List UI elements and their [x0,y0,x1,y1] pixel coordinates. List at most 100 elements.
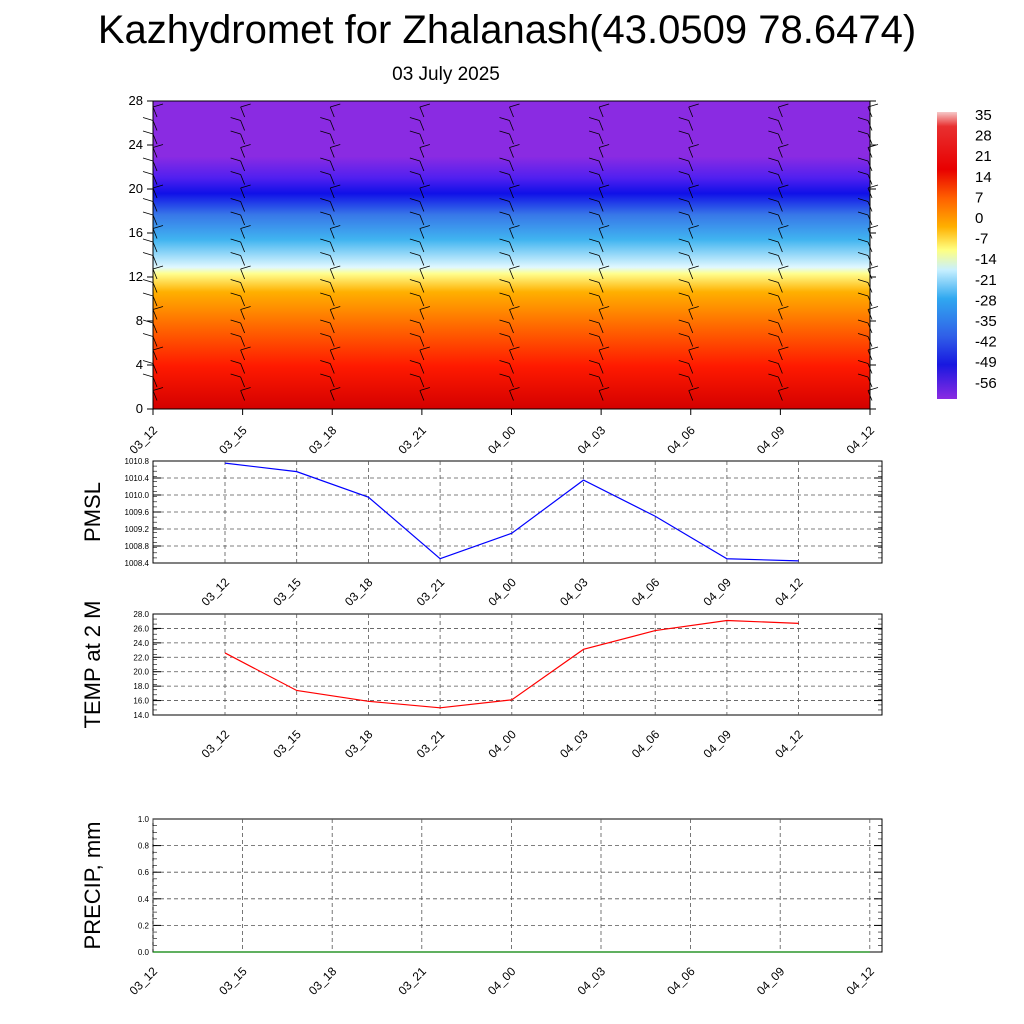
x-tick-label: 03_15 [216,423,250,457]
wind-barb-flag [330,184,341,189]
wind-barb [598,187,604,199]
wind-barb [509,390,514,401]
wind-barb-flag [419,103,430,108]
wind-barb-flag [688,103,699,108]
wind-barb [329,309,335,320]
wind-barb-flag [320,238,331,243]
wind-barb-flag [589,117,600,121]
pmsl-chart: 1010.8 1010.4 1010.0 1009.6 1009.2 1008.8 1008… [80,457,883,609]
wind-barb [598,133,604,145]
x-tick-label: 03_18 [342,727,376,761]
wind-barb-flag [499,319,510,324]
wind-barb [509,268,514,280]
wind-barb [152,255,158,266]
x-tick-label: 03_12 [127,423,161,457]
wind-barb-flag [419,184,430,189]
wind-barb-flag [778,346,789,351]
wind-barb-flag [499,171,510,175]
wind-barb-flag [768,319,779,324]
wind-barb [688,133,694,145]
wind-barb-flag [768,252,779,256]
x-tick-label: 04_12 [843,964,877,998]
plot-frame [152,613,883,716]
wind-barb [240,322,245,334]
wind-barb-flag [230,211,241,216]
x-tick-label: 04_00 [485,727,519,761]
wind-barb-flag [499,130,510,135]
wind-barb-flag [499,360,510,364]
wind-barb-flag [778,225,789,229]
wind-barb-flag [678,238,689,243]
wind-barb [509,363,514,374]
wind-barb-flag [152,225,164,229]
wind-barb-flag [240,225,251,229]
wind-barb-flag [409,373,420,378]
wind-barb [688,228,694,239]
wind-barb-flag [678,252,689,256]
wind-barbs [142,103,879,401]
wind-barb [240,174,245,185]
x-tick-label: 04_09 [754,423,788,457]
y-tick-label: 20.0 [133,668,149,677]
wind-barb-flag [409,252,420,256]
wind-barb-flag [409,171,420,175]
wind-barb [419,120,425,131]
y-axis-label: PRECIP, mm [80,822,105,950]
wind-barb-flag [857,238,869,243]
wind-barb [329,295,335,307]
wind-barb [152,187,158,199]
wind-barb [778,214,783,226]
wind-barb [509,322,514,334]
colorbar-labels: 35 28 21 14 7 0 -7 -14 -21 -28 -35 -42 -49 -56 [975,107,997,392]
wind-barb-flag [409,360,420,364]
wind-barb-flag [857,198,869,202]
wind-barb-flag [409,157,420,162]
y-tick-label: 1008.4 [125,559,150,568]
wind-barb-flag [419,144,430,148]
wind-barb-flag [599,184,610,189]
wind-barb-flag [688,306,699,310]
wind-barb [688,390,694,401]
colorbar-label: -14 [975,251,997,268]
wind-barb-flag [499,211,510,216]
wind-barb-flag [768,130,779,135]
wind-barb-flag [768,238,779,243]
wind-barb-flag [509,144,520,148]
wind-barb-flag [778,306,789,310]
wind-barb-flag [330,144,341,148]
wind-barb [419,241,425,253]
wind-barb [598,106,604,118]
colorbar-label: -35 [975,313,997,330]
colorbar-label: -21 [975,272,997,289]
x-tick-label: 04_12 [844,423,878,457]
temp-chart: 28.0 26.0 24.0 22.0 20.0 18.0 16.0 14.0 03_12 03_… [80,601,883,761]
wind-barb-flag [240,265,251,270]
x-tick-label: 04_12 [772,575,806,609]
wind-barb [598,390,604,401]
wind-barb-flag [230,171,241,175]
wind-barb [509,133,514,145]
wind-barb [778,106,783,118]
wind-barb [329,268,335,280]
y-axis-label: TEMP at 2 M [80,601,105,729]
wind-barb [509,228,514,239]
wind-barb-flag [499,198,510,202]
wind-barb-flag [330,103,341,108]
wind-barb-flag [599,265,610,270]
wind-barb-flag [857,130,869,135]
wind-barb [688,309,694,320]
wind-barb [778,255,783,266]
wind-barb-flag [688,387,699,391]
wind-barb [240,187,245,199]
y-tick-label: 0.8 [138,842,150,851]
wind-barb-flag [857,360,869,364]
wind-barb-flag [152,346,164,351]
y-tick-label: 0.2 [138,921,150,930]
wind-barb-flag [419,387,430,391]
wind-barb-flag [409,279,420,283]
wind-barb [419,349,425,361]
wind-barb-flag [589,319,600,324]
y-axis-label: PMSL [80,482,105,542]
x-tick-label: 04_00 [485,575,519,609]
wind-barb [509,214,514,226]
